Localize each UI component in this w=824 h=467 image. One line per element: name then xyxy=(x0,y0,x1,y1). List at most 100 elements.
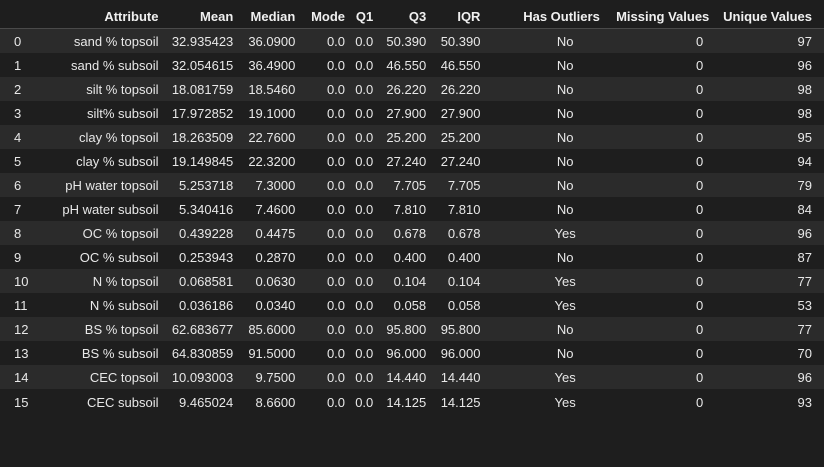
q1-cell: 0.0 xyxy=(347,245,376,269)
mode-cell: 0.0 xyxy=(297,365,348,389)
header-has-outliers: Has Outliers xyxy=(482,4,602,29)
row-index: 3 xyxy=(0,101,40,125)
row-index: 11 xyxy=(0,293,40,317)
mean-cell: 0.439228 xyxy=(160,221,236,245)
mean-cell: 9.465024 xyxy=(160,389,236,415)
q1-cell: 0.0 xyxy=(347,317,376,341)
median-cell: 36.4900 xyxy=(235,53,298,77)
unique-values-cell: 97 xyxy=(711,28,824,53)
mean-cell: 0.068581 xyxy=(160,269,236,293)
unique-values-cell: 84 xyxy=(711,197,824,221)
row-index: 6 xyxy=(0,173,40,197)
row-index: 8 xyxy=(0,221,40,245)
table-row: 12 BS % topsoil 62.683677 85.6000 0.0 0.0 95.8… xyxy=(0,317,824,341)
median-cell: 91.5000 xyxy=(235,341,298,365)
row-index: 0 xyxy=(0,28,40,53)
unique-values-cell: 87 xyxy=(711,245,824,269)
q1-cell: 0.0 xyxy=(347,101,376,125)
table-row: 14 CEC topsoil 10.093003 9.7500 0.0 0.0 14.440… xyxy=(0,365,824,389)
mode-cell: 0.0 xyxy=(297,197,348,221)
attribute-cell: OC % subsoil xyxy=(39,245,161,269)
iqr-cell: 26.220 xyxy=(428,77,483,101)
unique-values-cell: 98 xyxy=(711,101,824,125)
q1-cell: 0.0 xyxy=(347,389,376,415)
has-outliers-cell: Yes xyxy=(482,365,602,389)
q1-cell: 0.0 xyxy=(347,341,376,365)
unique-values-cell: 79 xyxy=(711,173,824,197)
missing-values-cell: 0 xyxy=(601,173,712,197)
header-row: Attribute Mean Median Mode Q1 Q3 IQR Has… xyxy=(0,4,824,29)
row-index: 15 xyxy=(0,389,40,415)
table-row: 11 N % subsoil 0.036186 0.0340 0.0 0.0 0.058 0.… xyxy=(0,293,824,317)
iqr-cell: 7.810 xyxy=(428,197,483,221)
iqr-cell: 14.440 xyxy=(428,365,483,389)
q1-cell: 0.0 xyxy=(347,269,376,293)
q1-cell: 0.0 xyxy=(347,28,376,53)
missing-values-cell: 0 xyxy=(601,293,712,317)
table-row: 5 clay % subsoil 19.149845 22.3200 0.0 0.0 27.… xyxy=(0,149,824,173)
mode-cell: 0.0 xyxy=(297,317,348,341)
has-outliers-cell: Yes xyxy=(482,269,602,293)
q3-cell: 95.800 xyxy=(375,317,429,341)
header-unique-values: Unique Values xyxy=(711,4,824,29)
mode-cell: 0.0 xyxy=(297,389,348,415)
missing-values-cell: 0 xyxy=(601,77,712,101)
has-outliers-cell: No xyxy=(482,149,602,173)
table-row: 15 CEC subsoil 9.465024 8.6600 0.0 0.0 14.125 1… xyxy=(0,389,824,415)
q3-cell: 46.550 xyxy=(375,53,429,77)
median-cell: 0.0340 xyxy=(235,293,298,317)
mode-cell: 0.0 xyxy=(297,53,348,77)
unique-values-cell: 77 xyxy=(711,269,824,293)
mean-cell: 32.054615 xyxy=(160,53,236,77)
mode-cell: 0.0 xyxy=(297,293,348,317)
attribute-cell: clay % topsoil xyxy=(39,125,161,149)
median-cell: 19.1000 xyxy=(235,101,298,125)
mean-cell: 18.081759 xyxy=(160,77,236,101)
attribute-cell: pH water topsoil xyxy=(39,173,161,197)
has-outliers-cell: No xyxy=(482,341,602,365)
has-outliers-cell: No xyxy=(482,197,602,221)
unique-values-cell: 96 xyxy=(711,221,824,245)
table-row: 0 sand % topsoil 32.935423 36.0900 0.0 0.0 50.… xyxy=(0,28,824,53)
missing-values-cell: 0 xyxy=(601,317,712,341)
iqr-cell: 0.058 xyxy=(428,293,483,317)
attribute-cell: sand % subsoil xyxy=(39,53,161,77)
table-row: 8 OC % topsoil 0.439228 0.4475 0.0 0.0 0.678 0.… xyxy=(0,221,824,245)
iqr-cell: 0.400 xyxy=(428,245,483,269)
table-row: 10 N % topsoil 0.068581 0.0630 0.0 0.0 0.104 0.… xyxy=(0,269,824,293)
unique-values-cell: 53 xyxy=(711,293,824,317)
q3-cell: 50.390 xyxy=(375,28,429,53)
q3-cell: 25.200 xyxy=(375,125,429,149)
attribute-cell: BS % topsoil xyxy=(39,317,161,341)
header-index xyxy=(0,4,40,29)
q3-cell: 0.678 xyxy=(375,221,429,245)
unique-values-cell: 98 xyxy=(711,77,824,101)
has-outliers-cell: No xyxy=(482,173,602,197)
table-row: 1 sand % subsoil 32.054615 36.4900 0.0 0.0 46.… xyxy=(0,53,824,77)
has-outliers-cell: No xyxy=(482,245,602,269)
median-cell: 85.6000 xyxy=(235,317,298,341)
header-attribute: Attribute xyxy=(39,4,161,29)
attribute-cell: pH water subsoil xyxy=(39,197,161,221)
iqr-cell: 95.800 xyxy=(428,317,483,341)
mean-cell: 5.340416 xyxy=(160,197,236,221)
median-cell: 36.0900 xyxy=(235,28,298,53)
unique-values-cell: 96 xyxy=(711,53,824,77)
median-cell: 0.4475 xyxy=(235,221,298,245)
table-body: 0 sand % topsoil 32.935423 36.0900 0.0 0.0 50.… xyxy=(0,28,824,415)
row-index: 4 xyxy=(0,125,40,149)
row-index: 12 xyxy=(0,317,40,341)
median-cell: 22.3200 xyxy=(235,149,298,173)
iqr-cell: 0.678 xyxy=(428,221,483,245)
missing-values-cell: 0 xyxy=(601,197,712,221)
mean-cell: 0.253943 xyxy=(160,245,236,269)
attribute-cell: CEC subsoil xyxy=(39,389,161,415)
mode-cell: 0.0 xyxy=(297,101,348,125)
iqr-cell: 7.705 xyxy=(428,173,483,197)
has-outliers-cell: No xyxy=(482,28,602,53)
row-index: 1 xyxy=(0,53,40,77)
attribute-cell: N % topsoil xyxy=(39,269,161,293)
q1-cell: 0.0 xyxy=(347,365,376,389)
unique-values-cell: 93 xyxy=(711,389,824,415)
